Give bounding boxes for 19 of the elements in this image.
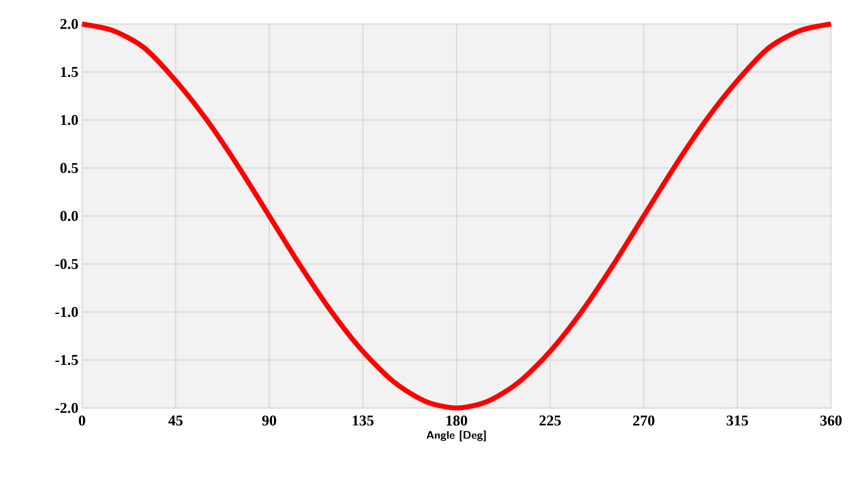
- x-tick-label: 360: [820, 416, 842, 426]
- x-tick-label: 315: [726, 416, 748, 426]
- y-tick-label: 2.0: [60, 18, 78, 30]
- x-tick-label: 225: [540, 416, 561, 426]
- x-tick-label: 90: [262, 416, 276, 426]
- y-tick-label: 1.5: [61, 66, 78, 78]
- y-tick-label: -2.0: [55, 402, 78, 414]
- x-tick-label: 45: [168, 416, 183, 426]
- x-axis-title: Angle [Deg]: [426, 430, 486, 442]
- y-tick-label: -0.5: [55, 258, 78, 270]
- y-tick-label: -1.0: [55, 306, 78, 318]
- y-tick-label: 0.5: [60, 162, 78, 174]
- y-tick-label: -1.5: [55, 354, 78, 366]
- y-tick-label: 0.0: [60, 210, 78, 222]
- y-tick-label: 1.0: [61, 114, 78, 126]
- x-tick-label: 180: [446, 416, 468, 426]
- x-tick-label: 135: [352, 416, 374, 426]
- x-tick-label: 270: [633, 416, 654, 426]
- x-tick-label: 0: [78, 416, 86, 426]
